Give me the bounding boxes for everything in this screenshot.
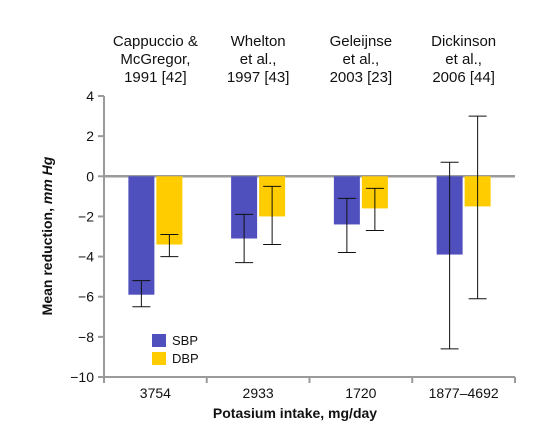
study-label: 1997 [43]	[227, 69, 290, 86]
y-axis-title: Mean reduction, mm Hg	[39, 156, 55, 315]
legend-swatch-dbp	[152, 352, 166, 365]
y-tick-label: −4	[78, 249, 94, 265]
x-tick-label: 1720	[345, 385, 376, 401]
study-label: et al.,	[240, 51, 277, 68]
study-label: Cappuccio &	[113, 33, 198, 50]
study-label: 2003 [23]	[330, 69, 393, 86]
y-tick-label: −8	[78, 329, 94, 345]
x-axis-title: Potasium intake, mg/day	[213, 405, 377, 421]
y-tick-label: 2	[86, 128, 94, 144]
study-label: Geleijnse	[330, 33, 393, 50]
y-tick-label: −10	[70, 369, 94, 385]
y-axis-ticks: 4 2 0 −2 −4 −6 −8 −10	[70, 88, 104, 385]
study-label: Whelton	[231, 33, 286, 50]
legend-label-sbp: SBP	[172, 333, 198, 348]
bar-sbp	[128, 176, 155, 295]
y-axis-title-unit: mm Hg	[39, 156, 55, 204]
y-tick-label: −2	[78, 208, 94, 224]
legend: SBP DBP	[152, 333, 199, 366]
study-label: 2006 [44]	[432, 69, 495, 86]
study-label: Dickinson	[431, 33, 496, 50]
x-tick-label: 1877–4692	[429, 385, 499, 401]
x-axis-ticks: 3754 2933 1720 1877–4692	[103, 377, 516, 401]
x-tick-label: 2933	[243, 385, 274, 401]
error-bars	[132, 115, 487, 350]
y-tick-label: 0	[86, 168, 94, 184]
legend-label-dbp: DBP	[172, 351, 199, 366]
x-tick-label: 3754	[140, 385, 171, 401]
y-axis-title-main: Mean reduction,	[39, 204, 55, 315]
y-tick-label: 4	[86, 88, 94, 104]
study-label: 1991 [42]	[124, 69, 187, 86]
bars	[128, 176, 491, 295]
bar-dbp	[156, 176, 183, 245]
study-label: McGregor,	[120, 51, 190, 68]
legend-swatch-sbp	[152, 334, 166, 347]
study-label: et al.,	[343, 51, 380, 68]
y-tick-label: −6	[78, 289, 94, 305]
study-label: et al.,	[445, 51, 482, 68]
